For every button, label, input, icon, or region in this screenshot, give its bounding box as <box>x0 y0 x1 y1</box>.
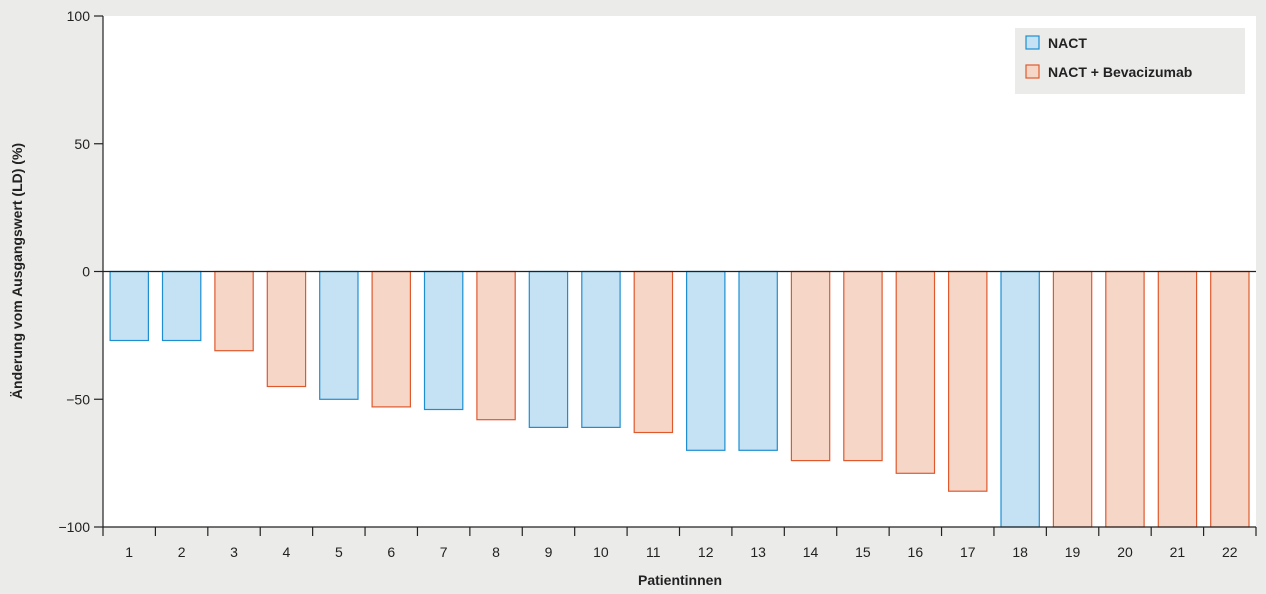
x-axis-title: Patientinnen <box>638 572 722 588</box>
x-tick-label: 5 <box>335 544 343 560</box>
bar-patient-11 <box>633 270 674 434</box>
x-tick-label: 16 <box>908 544 924 560</box>
x-tick-label: 4 <box>283 544 291 560</box>
bar-patient-1 <box>109 270 149 342</box>
bars-layer <box>109 270 1250 528</box>
x-tick-label: 10 <box>593 544 609 560</box>
bar-patient-6 <box>371 270 412 408</box>
x-tick-label: 15 <box>855 544 871 560</box>
x-tick-label: 8 <box>492 544 500 560</box>
y-tick-label: −50 <box>66 391 90 407</box>
y-axis: 100 50 0 −50 −100 <box>58 8 103 535</box>
x-tick-label: 18 <box>1012 544 1028 560</box>
bar-patient-7 <box>423 270 464 411</box>
x-tick-label: 1 <box>125 544 133 560</box>
x-tick-label: 2 <box>178 544 186 560</box>
bar-patient-19 <box>1052 270 1093 528</box>
bar-patient-14 <box>790 270 831 462</box>
legend: NACT NACT + Bevacizumab <box>1015 28 1245 94</box>
legend-label-nact: NACT <box>1048 35 1087 51</box>
bar-patient-15 <box>843 270 883 462</box>
bar-patient-5 <box>319 270 359 400</box>
x-tick-label: 6 <box>387 544 395 560</box>
x-tick-label: 20 <box>1117 544 1133 560</box>
bar-patient-20 <box>1105 270 1145 528</box>
bar-patient-12 <box>685 270 726 451</box>
y-tick-label: −100 <box>58 519 90 535</box>
bar-patient-18 <box>1000 270 1040 528</box>
x-tick-label: 17 <box>960 544 976 560</box>
x-tick-label: 13 <box>750 544 766 560</box>
x-tick-label: 12 <box>698 544 714 560</box>
x-tick-label: 9 <box>545 544 553 560</box>
bar-patient-3 <box>214 270 254 352</box>
bar-patient-21 <box>1157 270 1198 528</box>
x-tick-label: 21 <box>1170 544 1186 560</box>
x-tick-label: 11 <box>646 544 661 560</box>
bar-patient-8 <box>476 270 516 421</box>
y-axis-title: Änderung vom Ausgangswert (LD) (%) <box>9 143 25 399</box>
x-tick-label: 19 <box>1065 544 1081 560</box>
y-tick-label: 50 <box>74 136 90 152</box>
y-tick-label: 0 <box>82 264 90 280</box>
x-axis: 1 2 3 4 5 6 7 8 9 10 11 12 13 14 15 16 17 18 19 20 21 22 <box>102 527 1257 560</box>
x-tick-label: 22 <box>1222 544 1238 560</box>
bar-patient-16 <box>895 270 936 474</box>
x-tick-label: 14 <box>803 544 819 560</box>
bar-patient-10 <box>581 270 621 428</box>
bar-patient-17 <box>947 270 988 492</box>
bar-patient-9 <box>528 270 569 428</box>
x-tick-label: 3 <box>230 544 238 560</box>
y-tick-label: 100 <box>67 8 91 24</box>
bar-patient-13 <box>738 270 778 451</box>
bar-patient-2 <box>161 270 202 342</box>
legend-label-nact-bevacizumab: NACT + Bevacizumab <box>1048 64 1192 80</box>
legend-box <box>1015 28 1245 94</box>
legend-swatch-nact-bevacizumab <box>1025 64 1040 79</box>
bar-patient-4 <box>266 270 307 388</box>
bar-patient-22 <box>1210 270 1250 528</box>
legend-swatch-nact <box>1025 35 1040 50</box>
x-tick-label: 7 <box>440 544 448 560</box>
